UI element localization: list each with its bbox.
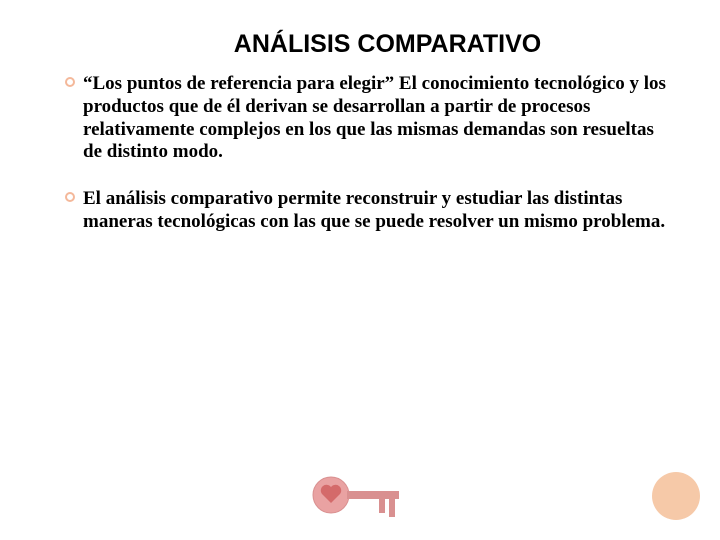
list-item: “Los puntos de referencia para elegir” E…	[65, 73, 670, 164]
list-item: El análisis comparativo permite reconstr…	[65, 188, 670, 234]
bullet-list: “Los puntos de referencia para elegir” E…	[65, 73, 670, 234]
bullet-ring-icon	[65, 192, 75, 202]
bullet-ring-icon	[65, 77, 75, 87]
key-decoration	[305, 465, 415, 525]
slide-title: ANÁLISIS COMPARATIVO	[105, 30, 670, 59]
bullet-text: “Los puntos de referencia para elegir” E…	[83, 73, 666, 162]
heart-key-icon	[305, 465, 415, 525]
accent-circle-icon	[652, 472, 700, 520]
slide: ANÁLISIS COMPARATIVO “Los puntos de refe…	[0, 0, 720, 540]
bullet-text: El análisis comparativo permite reconstr…	[83, 188, 665, 232]
